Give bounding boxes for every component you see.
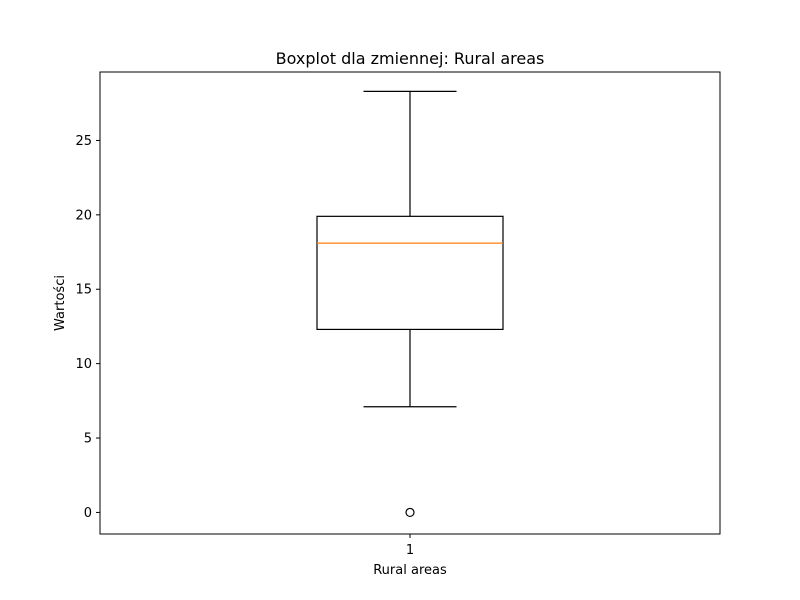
chart-title: Boxplot dla zmiennej: Rural areas: [276, 49, 545, 68]
x-axis-label: Rural areas: [373, 563, 447, 578]
y-tick-label: 10: [75, 357, 92, 372]
y-tick-label: 25: [75, 134, 92, 149]
y-tick-label: 5: [84, 432, 92, 447]
y-axis: 0 5 10 15 20 25: [75, 134, 100, 521]
y-tick-label: 0: [84, 506, 92, 521]
y-axis-label: Wartości: [53, 275, 68, 331]
y-tick-label: 20: [75, 208, 92, 223]
outlier-point: [405, 507, 415, 518]
y-tick-label: 15: [75, 283, 92, 298]
box-iqr: [316, 215, 504, 331]
x-tick-label: 1: [406, 543, 414, 558]
boxes: [316, 90, 504, 518]
x-axis: 1: [406, 534, 414, 558]
